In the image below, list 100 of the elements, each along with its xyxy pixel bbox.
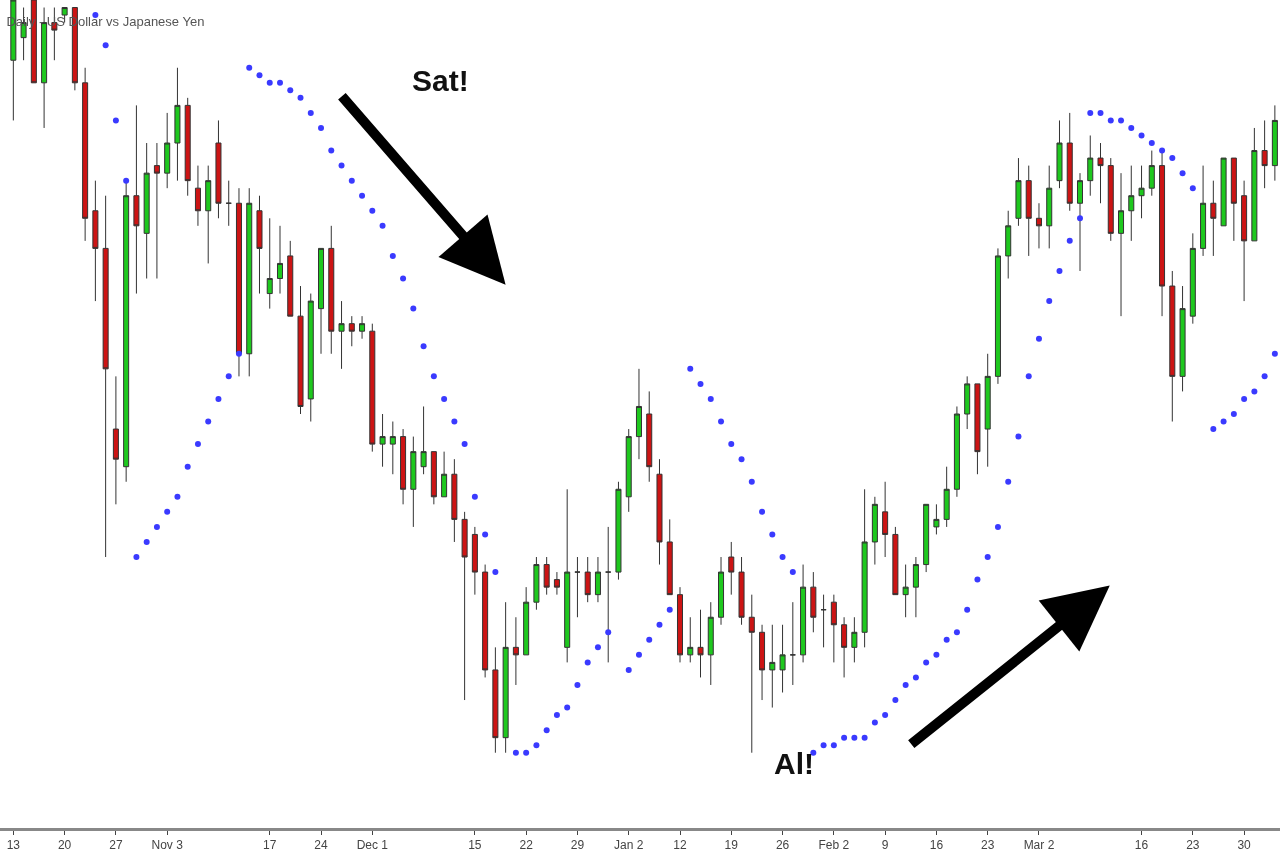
candlestick (841, 616, 848, 678)
candlestick (646, 390, 653, 483)
candlestick (687, 616, 694, 663)
candlestick (379, 413, 386, 468)
candlestick (502, 601, 509, 754)
candlestick (779, 624, 786, 694)
candlestick (656, 458, 663, 566)
x-tick-label: 29 (570, 838, 585, 853)
candlestick (235, 187, 242, 377)
candlestick (1015, 157, 1022, 227)
candlestick (1035, 202, 1042, 249)
x-tick-label: 27 (109, 838, 123, 853)
candlestick (810, 571, 817, 633)
x-tick-label: 17 (263, 838, 277, 853)
x-tick-label: 23 (1186, 838, 1200, 853)
candlestick (1097, 142, 1104, 204)
candlestick (594, 556, 601, 603)
candlestick (1179, 285, 1186, 392)
candlestick (1230, 157, 1237, 242)
candlestick (830, 594, 837, 663)
candlestick (615, 481, 622, 581)
candlestick (605, 526, 612, 663)
candlestick (1128, 165, 1135, 242)
candlestick (1087, 134, 1094, 197)
x-tick-label: 26 (775, 838, 790, 853)
candlestick (1271, 104, 1278, 182)
candlestick (143, 142, 150, 280)
candlestick (441, 451, 448, 498)
candlestick (420, 405, 427, 475)
candlestick (1210, 180, 1217, 257)
candlestick (112, 375, 119, 505)
candlestick (266, 217, 273, 310)
x-tick-label: 30 (1237, 838, 1252, 853)
candlestick (933, 503, 940, 535)
x-tick-label: 16 (929, 838, 944, 853)
candlestick (1107, 157, 1114, 242)
candlestick (215, 119, 222, 219)
candlestick (1241, 180, 1248, 302)
candlestick (410, 436, 417, 528)
candlestick (1159, 150, 1166, 317)
x-tick-label: 23 (981, 838, 995, 853)
candlestick (512, 616, 519, 686)
x-tick-label: Jan 2 (614, 838, 644, 853)
candlestick (666, 518, 673, 596)
candlestick (318, 247, 325, 355)
candlestick (707, 601, 714, 686)
candlestick (287, 240, 294, 317)
candlestick (82, 67, 89, 242)
candlestick (820, 594, 827, 648)
candlestick (523, 586, 530, 656)
candlestick (430, 451, 437, 505)
candlestick (348, 315, 355, 347)
candlestick (389, 421, 396, 475)
annotation: Sat! (412, 64, 469, 97)
candlestick (1046, 165, 1053, 249)
candlestick (882, 481, 889, 558)
x-tick-label: 12 (673, 838, 687, 853)
x-tick-label: Mar 2 (1023, 838, 1055, 853)
candlestick (471, 526, 478, 596)
x-tick-label: 15 (468, 838, 482, 853)
candlestick (297, 285, 304, 415)
candlestick (964, 375, 971, 430)
candlestick (164, 112, 171, 189)
candlestick (153, 142, 160, 280)
candlestick (748, 594, 755, 754)
candlestick (276, 225, 284, 295)
candlestick (851, 616, 858, 663)
candlestick (1148, 150, 1155, 197)
x-tick-label: 24 (314, 838, 329, 853)
candlestick (1005, 210, 1012, 280)
candlestick (1025, 165, 1032, 257)
candlestick (912, 556, 919, 618)
candlestick (133, 104, 140, 295)
candlestick (369, 323, 376, 453)
candlestick (994, 247, 1001, 385)
candlestick (738, 556, 745, 626)
candlestick (1261, 119, 1268, 189)
x-tick-label: Feb 2 (818, 838, 850, 853)
candlestick (184, 97, 191, 197)
x-tick-label: 22 (519, 838, 534, 853)
x-tick-label: 9 (881, 838, 889, 853)
x-tick-label: 13 (6, 838, 21, 853)
candlestick (697, 609, 704, 678)
candlestick (461, 511, 468, 701)
candlestick (246, 187, 253, 377)
candlestick (533, 556, 540, 611)
candlestick (625, 428, 632, 513)
candlestick (974, 383, 981, 475)
candlestick (564, 488, 571, 663)
candlestick (861, 488, 868, 648)
candlestick (1056, 119, 1063, 189)
candlestick (1220, 157, 1227, 227)
candlestick (943, 466, 950, 528)
candlestick (451, 458, 458, 543)
candlestick (902, 564, 909, 618)
candlestick (1138, 165, 1145, 219)
candlestick (225, 180, 232, 227)
candlestick (789, 601, 796, 686)
x-tick-label: 19 (724, 838, 739, 853)
x-tick-label: Nov 3 (151, 838, 184, 853)
